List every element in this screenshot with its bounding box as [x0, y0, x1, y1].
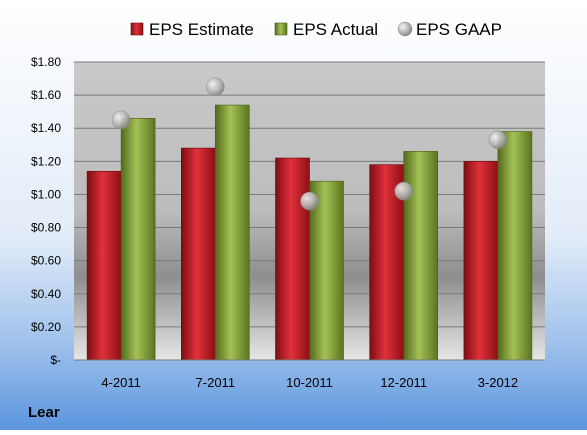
- y-tick-label: $0.40: [31, 287, 61, 301]
- x-tick-label: 12-2011: [380, 375, 427, 390]
- marker-eps-gaap: [394, 181, 413, 201]
- legend-label: EPS Actual: [293, 20, 378, 39]
- bar-eps-actual: [120, 117, 156, 361]
- company-label: Lear: [28, 404, 60, 421]
- x-axis: 4-2011 7-2011 10-2011 12-2011 3-2012: [101, 375, 518, 390]
- marker-eps-gaap: [111, 110, 131, 130]
- bar-eps-actual: [309, 180, 344, 361]
- y-axis: $- $0.20 $0.40 $0.60 $0.80 $1.00 $1.20 $1.40 $1.…: [31, 55, 61, 367]
- y-tick-label: $1.20: [31, 154, 61, 168]
- y-tick-label: $-: [50, 353, 61, 367]
- legend-label: EPS Estimate: [149, 20, 254, 39]
- bar-eps-estimate: [463, 161, 499, 361]
- marker-eps-gaap: [488, 130, 508, 150]
- legend: EPS Estimate EPS Actual EPS GAAP: [130, 20, 502, 39]
- bar-eps-estimate: [86, 170, 122, 361]
- legend-swatch-1: [274, 22, 288, 36]
- legend-label: EPS GAAP: [416, 20, 502, 39]
- bar-eps-estimate: [181, 147, 216, 361]
- bar-eps-actual: [403, 151, 439, 361]
- legend-swatch-0: [130, 22, 144, 36]
- legend-swatch-2: [397, 21, 413, 37]
- bar-eps-actual: [497, 131, 533, 361]
- y-tick-label: $0.80: [31, 221, 61, 235]
- gaap-markers: [111, 77, 508, 211]
- y-tick-label: $0.20: [31, 320, 61, 334]
- y-tick-label: $0.60: [31, 254, 61, 268]
- bar-eps-actual: [215, 104, 250, 361]
- y-tick-label: $1.40: [31, 121, 61, 135]
- bars: [86, 104, 533, 361]
- x-tick-label: 4-2011: [101, 375, 141, 390]
- y-tick-label: $1.80: [31, 55, 61, 69]
- x-tick-label: 10-2011: [286, 375, 333, 390]
- marker-eps-gaap: [300, 191, 319, 211]
- marker-eps-gaap: [206, 77, 225, 97]
- bar-eps-estimate: [275, 157, 310, 361]
- y-tick-label: $1.00: [31, 187, 61, 201]
- x-tick-label: 3-2012: [478, 375, 518, 390]
- y-tick-label: $1.60: [31, 88, 61, 102]
- x-tick-label: 7-2011: [196, 375, 236, 390]
